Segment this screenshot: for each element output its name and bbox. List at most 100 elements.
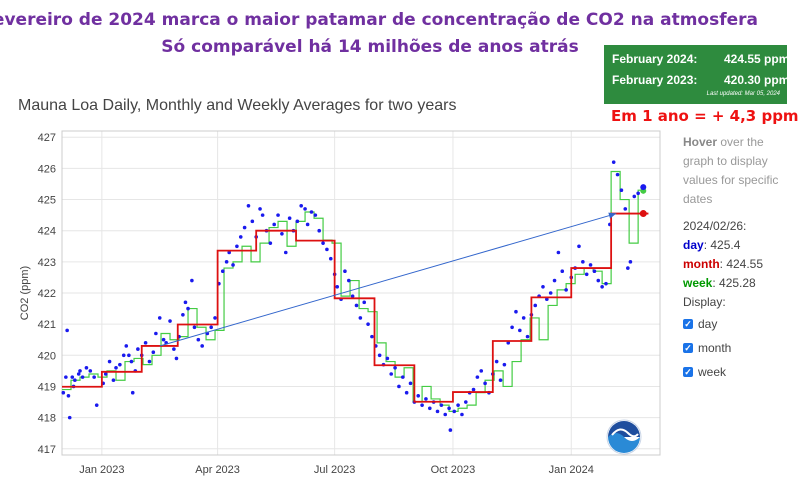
day-point bbox=[196, 337, 201, 342]
day-point bbox=[246, 203, 251, 208]
day-point bbox=[325, 247, 329, 252]
day-point bbox=[84, 365, 89, 370]
day-point bbox=[80, 375, 85, 379]
toggle-month[interactable]: ✓ month bbox=[683, 340, 732, 355]
day-point bbox=[592, 269, 597, 273]
day-point bbox=[303, 207, 307, 211]
day-point bbox=[596, 278, 601, 283]
y-tick-label: 427 bbox=[38, 132, 56, 144]
hover-hint: Hover over the graph to display values f… bbox=[683, 135, 779, 206]
day-point bbox=[328, 256, 333, 261]
day-point bbox=[130, 390, 135, 395]
day-point bbox=[151, 350, 156, 354]
day-point bbox=[514, 309, 518, 314]
day-point bbox=[299, 203, 304, 208]
day-point bbox=[362, 300, 367, 305]
day-point bbox=[186, 306, 190, 311]
day-point bbox=[584, 272, 589, 277]
info-row-2023: February 2023: 420.30 ppm bbox=[612, 73, 789, 87]
day-point bbox=[393, 365, 397, 370]
checkbox-week-icon[interactable]: ✓ bbox=[683, 367, 693, 377]
y-tick-label: 417 bbox=[38, 444, 56, 456]
day-point bbox=[250, 219, 255, 224]
day-point bbox=[64, 375, 68, 379]
day-point bbox=[456, 403, 460, 407]
day-point bbox=[548, 291, 553, 295]
day-point bbox=[161, 337, 166, 342]
day-point bbox=[147, 359, 152, 364]
day-point bbox=[552, 278, 557, 283]
day-point bbox=[276, 213, 280, 217]
toggle-day[interactable]: ✓ day bbox=[683, 316, 718, 331]
day-point bbox=[510, 325, 514, 330]
day-point bbox=[494, 359, 499, 364]
day-point bbox=[370, 334, 374, 339]
chart-title: Mauna Loa Daily, Monthly and Weekly Aver… bbox=[18, 97, 457, 114]
day-point bbox=[389, 372, 394, 376]
day-point bbox=[588, 263, 593, 267]
day-point bbox=[127, 353, 131, 358]
day-point bbox=[560, 269, 565, 273]
noaa-logo-icon bbox=[606, 419, 642, 455]
day-point bbox=[416, 394, 421, 398]
day-point bbox=[346, 278, 351, 283]
day-point bbox=[209, 325, 213, 330]
y-tick-label: 420 bbox=[38, 350, 56, 362]
day-point bbox=[129, 359, 134, 364]
day-point bbox=[408, 381, 413, 386]
trend-arrow-line bbox=[159, 213, 617, 347]
day-point bbox=[231, 263, 235, 267]
day-point bbox=[260, 213, 265, 217]
trend-arrow-head bbox=[608, 212, 617, 219]
day-point bbox=[564, 288, 568, 292]
x-tick-label: Jul 2023 bbox=[314, 464, 356, 476]
day-point bbox=[61, 390, 66, 395]
month-series-line bbox=[62, 212, 649, 403]
day-point bbox=[615, 172, 620, 177]
day-point bbox=[92, 375, 96, 379]
day-point bbox=[309, 210, 314, 214]
day-point bbox=[498, 378, 503, 383]
day-point bbox=[354, 303, 359, 308]
day-point bbox=[385, 356, 390, 361]
day-point bbox=[502, 362, 507, 367]
toggle-week[interactable]: ✓ week bbox=[683, 364, 727, 379]
month-end-marker bbox=[639, 210, 647, 218]
info-value-2024: 424.55 ppm bbox=[724, 52, 790, 66]
day-point bbox=[518, 328, 522, 333]
day-point bbox=[471, 387, 476, 392]
day-point bbox=[506, 341, 511, 345]
day-point bbox=[124, 344, 129, 348]
headline-line-1: Fevereiro de 2024 marca o maior patamar … bbox=[0, 10, 758, 30]
day-point bbox=[350, 294, 355, 298]
day-point bbox=[258, 207, 262, 211]
day-point bbox=[190, 278, 194, 283]
day-point bbox=[623, 207, 628, 211]
day-point bbox=[174, 356, 179, 361]
day-point bbox=[400, 375, 405, 379]
day-point bbox=[280, 232, 284, 236]
day-point bbox=[114, 365, 118, 370]
day-point bbox=[343, 269, 347, 273]
y-axis-label: CO2 (ppm) bbox=[19, 266, 31, 320]
day-point bbox=[200, 344, 204, 348]
y-tick-label: 419 bbox=[38, 381, 56, 393]
day-point bbox=[94, 403, 99, 407]
checkbox-day-icon[interactable]: ✓ bbox=[683, 319, 693, 329]
day-point bbox=[335, 284, 340, 289]
day-point bbox=[67, 415, 72, 420]
day-point bbox=[78, 369, 82, 373]
day-end-marker bbox=[640, 184, 647, 191]
y-tick-label: 425 bbox=[38, 195, 56, 207]
checkbox-month-icon[interactable]: ✓ bbox=[683, 343, 693, 353]
day-point bbox=[556, 250, 561, 255]
readout-date: 2024/02/26: bbox=[683, 219, 747, 233]
day-point bbox=[143, 341, 148, 345]
day-point bbox=[479, 369, 484, 373]
info-label-2023: February 2023: bbox=[612, 73, 698, 87]
day-point bbox=[460, 412, 464, 417]
day-point bbox=[268, 241, 273, 245]
y-tick-label: 418 bbox=[38, 413, 56, 425]
day-point bbox=[70, 375, 75, 379]
